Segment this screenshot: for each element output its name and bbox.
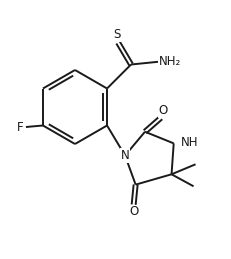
Text: O: O	[158, 104, 168, 117]
Text: O: O	[129, 205, 138, 218]
Text: F: F	[17, 121, 23, 134]
Text: NH: NH	[181, 136, 198, 149]
Text: NH₂: NH₂	[159, 55, 181, 68]
Text: S: S	[113, 28, 121, 41]
Text: N: N	[121, 149, 129, 162]
